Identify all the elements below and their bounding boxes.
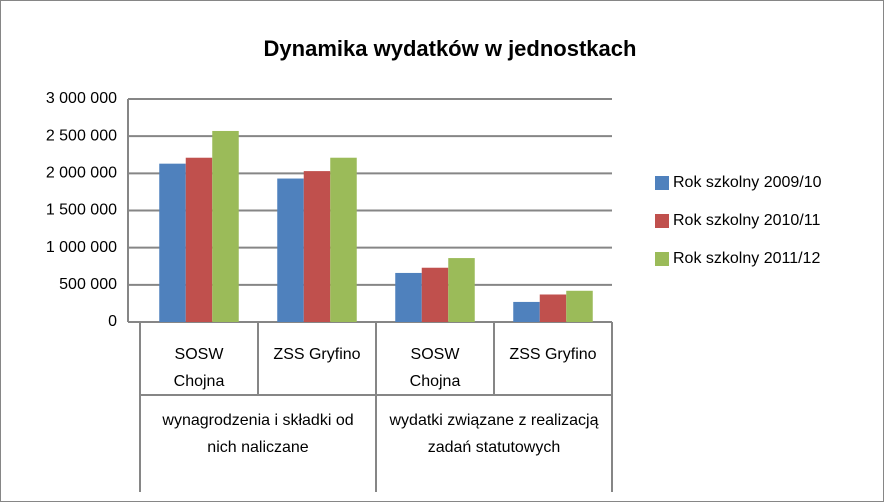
legend-label: Rok szkolny 2009/10 <box>673 174 822 191</box>
legend-swatch <box>655 214 669 228</box>
x-tick-label: ZSS Gryfino <box>509 346 597 363</box>
y-tick-label: 2 000 000 <box>46 165 117 182</box>
x-tick-label: SOSW Chojna <box>173 346 225 390</box>
bar <box>539 294 567 322</box>
bar <box>421 267 449 322</box>
legend-label: Rok szkolny 2010/11 <box>673 212 820 229</box>
bar <box>303 171 331 322</box>
legend-swatch <box>655 176 669 190</box>
y-tick-label: 2 500 000 <box>46 127 117 144</box>
y-tick-label: 0 <box>108 313 117 330</box>
y-tick-label: 1 500 000 <box>46 202 117 219</box>
chart-title: Dynamika wydatków w jednostkach <box>264 36 637 61</box>
bar <box>212 130 239 322</box>
bar <box>330 157 357 322</box>
y-tick-label: 1 000 000 <box>46 239 117 256</box>
y-tick-label: 3 000 000 <box>46 90 117 107</box>
legend-label: Rok szkolny 2011/12 <box>673 250 820 267</box>
x-tick-label: SOSW Chojna <box>409 346 461 390</box>
bar <box>448 258 475 322</box>
y-tick-label: 500 000 <box>59 276 117 293</box>
bar <box>395 272 422 322</box>
group-label: wynagrodzenia i składki od nich naliczan… <box>162 412 354 456</box>
bar <box>513 301 540 322</box>
bar <box>185 157 213 322</box>
bar <box>566 290 593 322</box>
bar <box>159 163 186 322</box>
bar <box>277 178 304 322</box>
x-tick-label: ZSS Gryfino <box>273 346 361 363</box>
legend-swatch <box>655 252 669 266</box>
group-label: wydatki związane z realizacją zadań stat… <box>389 412 599 456</box>
